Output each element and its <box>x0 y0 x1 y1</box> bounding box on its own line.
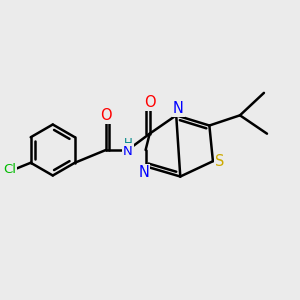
Text: N: N <box>173 101 184 116</box>
Text: O: O <box>144 94 155 110</box>
Text: O: O <box>100 108 112 123</box>
Text: Cl: Cl <box>3 163 16 176</box>
Text: S: S <box>215 154 224 169</box>
Text: N: N <box>138 166 149 181</box>
Text: N: N <box>123 145 133 158</box>
Text: H: H <box>123 137 132 150</box>
